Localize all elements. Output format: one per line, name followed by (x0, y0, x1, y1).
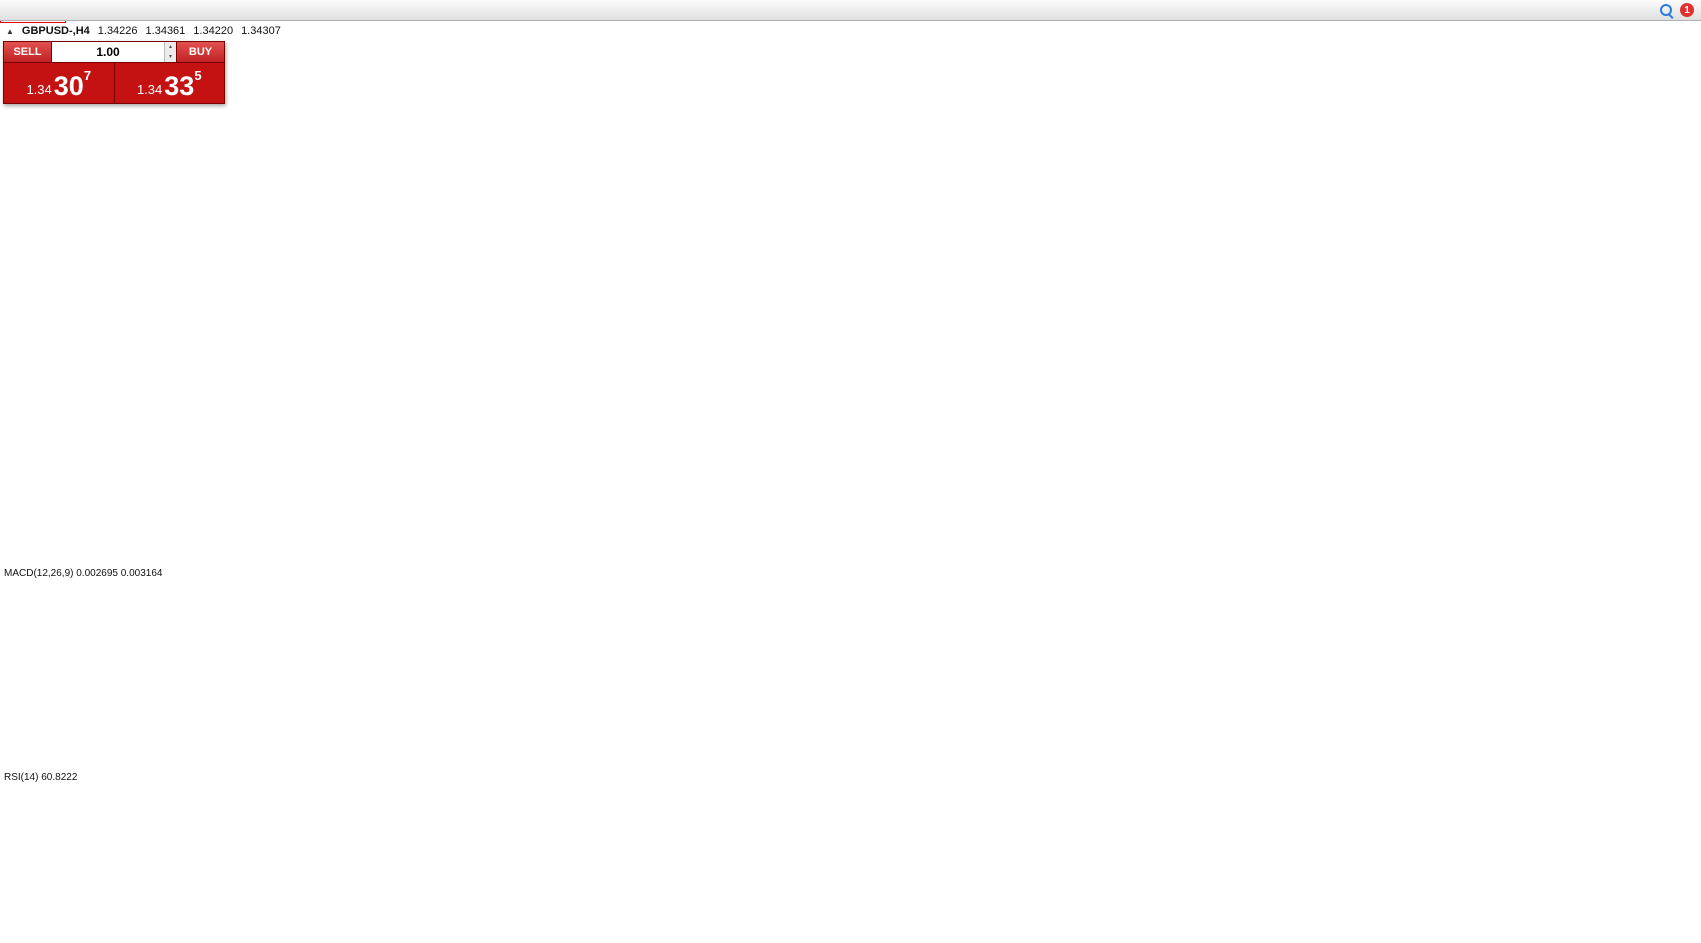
rsi-indicator-label: RSI(14) 60.8222 (4, 772, 77, 783)
toolbar-right: 1 (1659, 3, 1698, 18)
toolbar: 1 (0, 0, 1701, 21)
trade-panel-prices: 1.34 30 7 1.34 33 5 (4, 62, 224, 103)
trade-panel-controls: SELL 1.00 ▴ ▾ BUY (4, 42, 224, 62)
bar-close-value: 1.34307 (241, 25, 281, 37)
symbol-timeframe-label: GBPUSD-,H4 (21, 25, 90, 37)
buy-button[interactable]: BUY (177, 42, 224, 62)
bid-prefix: 1.34 (26, 82, 52, 97)
ask-big-digits: 33 (164, 71, 195, 101)
volume-input[interactable]: 1.00 ▴ ▾ (51, 42, 177, 62)
collapse-trade-panel-icon[interactable] (6, 25, 14, 37)
bid-big-digits: 30 (53, 71, 84, 101)
rsi-name: RSI(14) (4, 772, 39, 783)
rsi-value: 60.8222 (41, 772, 78, 783)
bar-low-value: 1.34220 (193, 25, 234, 37)
macd-name: MACD(12,26,9) (4, 568, 74, 579)
sell-button[interactable]: SELL (4, 42, 51, 62)
volume-down-icon[interactable]: ▾ (165, 52, 176, 62)
macd-values: 0.002695 0.003164 (76, 568, 163, 579)
bid-pip-digit: 7 (83, 68, 92, 83)
ask-pip-digit: 5 (194, 68, 202, 83)
macd-indicator-label: MACD(12,26,9) 0.002695 0.003164 (4, 568, 162, 579)
ask-price-button[interactable]: 1.34 33 5 (114, 63, 224, 103)
search-icon[interactable] (1659, 3, 1674, 18)
one-click-trading-panel: SELL 1.00 ▴ ▾ BUY 1.34 30 7 1.34 33 5 (3, 41, 225, 104)
symbol-info-bar: GBPUSD-,H4 1.34226 1.34361 1.34220 1.343… (6, 25, 281, 37)
bar-open-value: 1.34226 (97, 25, 138, 37)
volume-up-icon[interactable]: ▴ (165, 42, 176, 52)
notifications-badge[interactable]: 1 (1680, 3, 1694, 17)
time-axis[interactable] (0, 918, 1628, 943)
ask-prefix: 1.34 (136, 82, 163, 97)
bid-price-button[interactable]: 1.34 30 7 (4, 63, 114, 103)
price-scale[interactable] (1629, 0, 1701, 943)
volume-spinner[interactable]: ▴ ▾ (164, 42, 176, 62)
bar-high-value: 1.34361 (145, 25, 186, 37)
volume-value: 1.00 (96, 45, 120, 59)
